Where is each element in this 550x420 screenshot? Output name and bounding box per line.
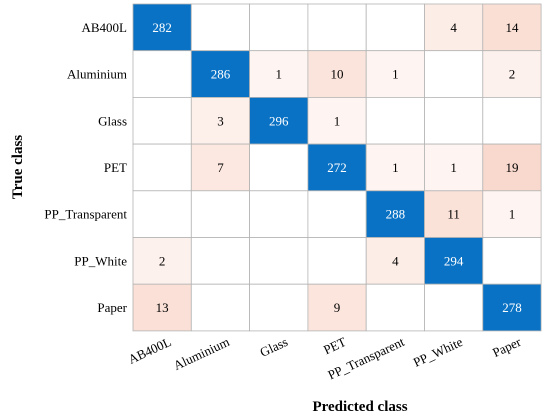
cell-value-label: 296 <box>269 113 289 128</box>
matrix-cell <box>482 97 542 145</box>
matrix-cell <box>424 97 484 145</box>
matrix-cell <box>132 3 192 52</box>
matrix-cell <box>190 283 251 332</box>
row-tick-label: PP_White <box>74 253 127 268</box>
column-tick-label: Aluminium <box>171 334 232 373</box>
row-tick-label: Aluminium <box>67 67 127 82</box>
matrix-cell <box>482 283 542 332</box>
matrix-cell <box>249 143 309 192</box>
cell-value-label: 1 <box>276 67 283 82</box>
matrix-cell <box>132 237 192 285</box>
matrix-cell <box>307 97 367 145</box>
column-tick-label: AB400L <box>126 334 174 367</box>
matrix-cell <box>482 50 542 98</box>
cell-value-label: 1 <box>392 160 399 175</box>
row-tick-label: PP_Transparent <box>44 207 127 222</box>
column-tick-label: PP_White <box>411 334 465 370</box>
cell-value-label: 278 <box>502 300 522 315</box>
cell-value-label: 1 <box>334 113 341 128</box>
cell-value-label: 282 <box>152 20 172 35</box>
matrix-cell <box>249 283 309 332</box>
row-tick-label: Glass <box>98 113 127 128</box>
matrix-cell <box>132 50 192 98</box>
matrix-cell <box>190 97 251 145</box>
matrix-cell <box>132 97 192 145</box>
column-tick-label: Paper <box>490 334 524 360</box>
matrix-cell <box>132 283 192 332</box>
cell-value-label: 286 <box>211 67 231 82</box>
matrix-cell <box>424 283 484 332</box>
matrix-cell <box>482 237 542 285</box>
matrix-cell <box>190 3 251 52</box>
matrix-cell <box>365 3 425 52</box>
cell-value-label: 294 <box>444 253 464 268</box>
row-tick-labels: AB400L Aluminium Glass PET PP_Transparent PP_… <box>44 20 127 315</box>
matrix-cell <box>424 143 484 192</box>
cell-value-label: 272 <box>327 160 347 175</box>
row-tick-label: PET <box>104 160 127 175</box>
matrix-cell <box>190 237 251 285</box>
matrix-cell <box>132 143 192 192</box>
cell-value-label: 2 <box>159 253 166 268</box>
matrix-cell <box>365 237 425 285</box>
cell-value-label: 9 <box>334 300 341 315</box>
matrix-cell <box>307 143 367 192</box>
cell-value-label: 1 <box>509 207 516 222</box>
matrix-cell <box>190 143 251 192</box>
matrix-cell <box>249 237 309 285</box>
matrix-cell <box>249 3 309 52</box>
matrix-cells <box>132 3 542 332</box>
matrix-cell <box>424 50 484 98</box>
cell-value-label: 2 <box>509 67 516 82</box>
matrix-cell <box>249 50 309 98</box>
cell-value-label: 19 <box>505 160 518 175</box>
matrix-cell <box>249 97 309 145</box>
cell-value-label: 288 <box>386 207 406 222</box>
matrix-cell <box>424 3 484 52</box>
cell-value-label: 11 <box>447 207 460 222</box>
matrix-cell <box>482 143 542 192</box>
matrix-cell <box>132 190 192 238</box>
matrix-cell <box>307 283 367 332</box>
cell-value-label: 7 <box>217 160 224 175</box>
y-axis-title: True class <box>10 135 26 199</box>
cell-value-label: 13 <box>156 300 169 315</box>
matrix-cell <box>365 50 425 98</box>
cell-value-label: 1 <box>450 160 457 175</box>
matrix-cell <box>307 237 367 285</box>
cell-value-label: 10 <box>331 67 344 82</box>
cell-value-label: 3 <box>217 113 224 128</box>
row-tick-label: AB400L <box>82 20 128 35</box>
cell-value-label: 1 <box>392 67 399 82</box>
matrix-cell <box>365 283 425 332</box>
cell-value-label: 4 <box>392 253 399 268</box>
cell-value-label: 4 <box>450 20 457 35</box>
matrix-cell <box>249 190 309 238</box>
matrix-cell <box>190 190 251 238</box>
cell-value-label: 14 <box>505 20 519 35</box>
column-tick-label: PET <box>321 334 348 357</box>
matrix-cell <box>365 97 425 145</box>
matrix-cell <box>307 3 367 52</box>
column-tick-label: Glass <box>257 334 290 360</box>
x-axis-title: Predicted class <box>312 399 407 415</box>
row-tick-label: Paper <box>97 300 127 315</box>
matrix-cell <box>307 190 367 238</box>
